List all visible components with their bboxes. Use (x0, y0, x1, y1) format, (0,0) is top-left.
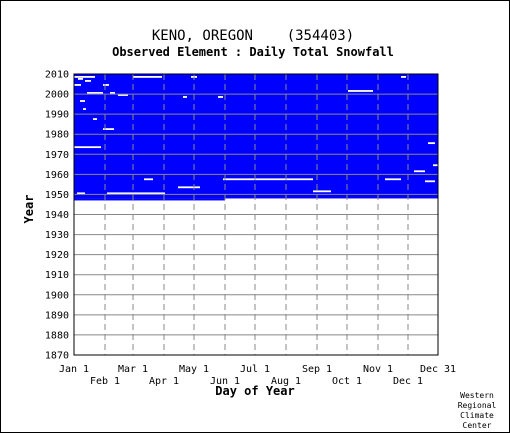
x-tick-label-jul-1: Jul 1 (240, 364, 270, 375)
y-tick-label-1930: 1930 (45, 230, 69, 241)
y-tick-label-1910: 1910 (45, 270, 69, 281)
chart-subtitle: Observed Element : Daily Total Snowfall (112, 45, 394, 59)
y-tick-label-1960: 1960 (45, 170, 69, 181)
missing-segment-1 (133, 76, 162, 78)
y-tick-label-1940: 1940 (45, 210, 69, 221)
missing-segment-9 (87, 92, 103, 94)
missing-segment-24 (385, 178, 401, 181)
missing-segment-10 (110, 92, 115, 94)
credit-line-2: Climate (460, 411, 494, 420)
missing-data (74, 76, 438, 195)
y-tick-labels: 1870 1880 1890 1900 1910 1920 1930 1940 1950 1960… (45, 70, 69, 362)
missing-segment-4 (78, 78, 83, 80)
missing-segment-14 (80, 100, 85, 102)
y-tick-label-1980: 1980 (45, 130, 69, 141)
y-axis-label: Year (22, 195, 36, 224)
missing-segment-28 (107, 192, 165, 195)
plot-area (73, 73, 439, 356)
missing-segment-12 (218, 96, 223, 98)
x-tick-label-apr-1: Apr 1 (149, 376, 179, 387)
missing-segment-15 (83, 108, 86, 110)
x-tick-label-jun-1: Jun 1 (210, 376, 240, 387)
y-tick-label-2010: 2010 (45, 70, 69, 81)
x-axis-label: Day of Year (215, 384, 294, 398)
missing-segment-29 (77, 192, 85, 195)
y-tick-label-1920: 1920 (45, 250, 69, 261)
missing-segment-0 (74, 76, 95, 78)
missing-segment-16 (93, 118, 97, 120)
x-tick-label-sep-1: Sep 1 (302, 364, 332, 375)
credit-line-1: Regional (458, 401, 497, 410)
missing-segment-23 (223, 178, 313, 181)
y-tick-label-1900: 1900 (45, 290, 69, 301)
missing-segment-19 (74, 146, 101, 149)
x-tick-label-feb-1: Feb 1 (90, 376, 120, 387)
chart-title: KENO, OREGON (354403) (152, 28, 354, 44)
missing-segment-26 (178, 186, 200, 189)
y-tick-label-2000: 2000 (45, 90, 69, 101)
observed-data-partial-year (74, 198, 225, 201)
x-tick-label-dec-31: Dec 31 (420, 364, 456, 375)
plot-border (73, 73, 439, 356)
missing-segment-6 (74, 84, 81, 86)
observed-data (74, 74, 438, 201)
missing-segment-8 (348, 90, 373, 92)
y-tick-label-1870: 1870 (45, 351, 69, 362)
missing-segment-18 (428, 142, 435, 145)
observed-data-block (74, 74, 438, 199)
missing-segment-25 (425, 180, 435, 183)
missing-segment-17 (103, 128, 114, 130)
credit-line-3: Center (463, 421, 492, 430)
missing-segment-11 (118, 94, 128, 96)
missing-segment-7 (103, 84, 109, 86)
y-tick-label-1950: 1950 (45, 190, 69, 201)
x-tick-label-nov-1: Nov 1 (363, 364, 393, 375)
x-tick-label-dec-1: Dec 1 (393, 376, 423, 387)
x-tick-label-may-1: May 1 (179, 364, 209, 375)
missing-segment-3 (401, 76, 406, 78)
y-tick-label-1880: 1880 (45, 330, 69, 341)
credit-line-0: Western (460, 391, 494, 400)
x-tick-label-mar-1: Mar 1 (118, 364, 148, 375)
y-tick-label-1890: 1890 (45, 310, 69, 321)
missing-segment-27 (313, 190, 331, 193)
y-tick-label-1990: 1990 (45, 110, 69, 121)
missing-segment-5 (85, 80, 91, 82)
missing-segment-20 (433, 164, 438, 167)
grid-lines (74, 74, 438, 355)
x-tick-label-aug-1: Aug 1 (271, 376, 301, 387)
missing-segment-13 (183, 96, 187, 98)
x-tick-label-jan-1: Jan 1 (59, 364, 89, 375)
y-tick-label-1970: 1970 (45, 150, 69, 161)
missing-segment-21 (414, 170, 425, 173)
x-tick-label-oct-1: Oct 1 (332, 376, 362, 387)
missing-segment-22 (144, 178, 153, 181)
